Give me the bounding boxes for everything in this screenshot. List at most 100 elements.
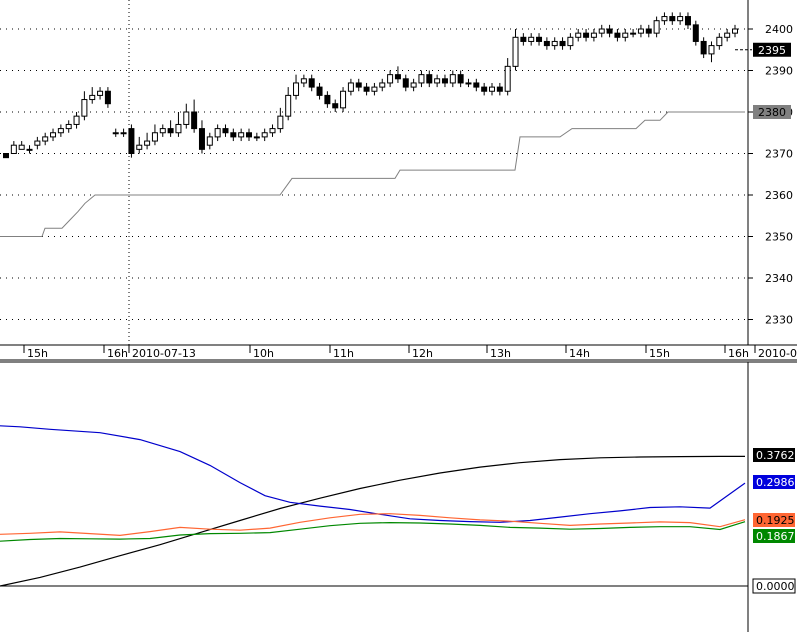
candle	[536, 33, 543, 46]
candle	[347, 78, 354, 96]
x-tick-label: 15h	[649, 347, 670, 360]
candle-body	[716, 36, 723, 47]
candle-body	[198, 128, 205, 150]
x-tick-label: 12h	[412, 347, 433, 360]
indicator-y-axis: 0.0000 0.3762 0.2986 0.1925 0.1867	[752, 448, 796, 594]
y-tick-label-2370: 2370	[765, 148, 793, 161]
candle	[418, 70, 425, 88]
candle	[34, 136, 41, 150]
candle	[104, 87, 111, 108]
indicator-line-2	[0, 513, 746, 537]
candle-body	[57, 128, 64, 134]
x-tick-label: 2010-07-13	[132, 347, 196, 360]
candle	[214, 124, 221, 142]
candle	[684, 12, 691, 29]
candle-body	[692, 24, 699, 42]
candle-body	[449, 74, 456, 84]
candle-body	[26, 148, 33, 151]
candle-body	[465, 82, 472, 85]
candle-body	[159, 128, 166, 134]
candle	[175, 112, 182, 137]
candle	[551, 37, 558, 50]
candle-body	[136, 144, 143, 150]
candle-body	[590, 32, 597, 38]
candle	[269, 124, 276, 137]
candle-body	[567, 36, 574, 47]
candle	[371, 82, 378, 96]
candle-body	[575, 32, 582, 38]
x-tick-label: 15h	[27, 347, 48, 360]
candle	[246, 128, 252, 142]
candle-body	[598, 28, 605, 34]
zero-label: 0.0000	[756, 580, 795, 593]
candle	[3, 153, 9, 159]
price-y-axis: 2330234023502360237023802390240023952380	[735, 23, 793, 327]
candle	[700, 37, 707, 59]
candle-body	[559, 40, 566, 47]
candle-body	[214, 128, 221, 138]
candle	[489, 82, 495, 96]
candle	[496, 82, 503, 96]
candle	[206, 132, 213, 150]
x-tick-label: 13h	[490, 347, 511, 360]
candle-body	[520, 36, 527, 42]
candle-body	[73, 115, 80, 125]
candle	[653, 16, 660, 38]
indicator-lines	[0, 425, 748, 587]
candle-body	[724, 32, 731, 38]
candle-body	[645, 28, 652, 34]
stop-line	[0, 111, 745, 237]
candle-body	[97, 90, 104, 96]
candle	[261, 128, 268, 142]
indicator-label-2: 0.1925	[756, 514, 795, 527]
candle	[434, 74, 441, 88]
candle	[622, 29, 629, 42]
candle	[340, 87, 347, 112]
candle-body	[512, 36, 519, 67]
candle-body	[551, 40, 558, 47]
candle	[198, 120, 205, 154]
indicator-line-1	[0, 425, 746, 523]
candle	[300, 74, 307, 88]
candle-body	[630, 32, 637, 35]
candle-body	[583, 32, 590, 38]
candle	[144, 132, 151, 150]
candle	[89, 87, 96, 104]
candle-body	[661, 16, 668, 22]
candle	[449, 70, 456, 88]
candle-body	[677, 16, 684, 22]
candle-body	[496, 86, 503, 92]
zero-badge	[752, 578, 796, 594]
y-tick-label-2330: 2330	[765, 314, 793, 327]
y-tick-label-2360: 2360	[765, 189, 793, 202]
candle	[724, 29, 731, 42]
candle	[732, 24, 738, 38]
candle-body	[708, 45, 715, 55]
candle-body	[418, 74, 425, 84]
candle	[73, 112, 80, 129]
candle	[120, 128, 127, 137]
y-tick-label-2340: 2340	[765, 272, 793, 285]
candle-body	[222, 128, 229, 134]
candle-body	[606, 28, 613, 34]
candle	[57, 124, 64, 137]
candle	[167, 120, 174, 137]
candle	[481, 82, 488, 96]
candle-body	[637, 28, 644, 34]
candle-body	[81, 99, 88, 117]
candle	[543, 37, 550, 50]
candle-body	[732, 28, 738, 34]
candle	[410, 78, 417, 92]
candle	[230, 128, 237, 142]
candle-body	[206, 136, 213, 146]
candle	[363, 82, 370, 96]
candle	[645, 24, 652, 38]
candle-body	[191, 111, 198, 130]
stop-level-label: 2380	[758, 106, 786, 119]
candle-body	[112, 132, 119, 135]
candle	[285, 87, 292, 121]
candle-body	[355, 82, 362, 88]
candle-body	[253, 136, 260, 139]
candle-body	[261, 132, 268, 138]
candle	[504, 58, 511, 96]
